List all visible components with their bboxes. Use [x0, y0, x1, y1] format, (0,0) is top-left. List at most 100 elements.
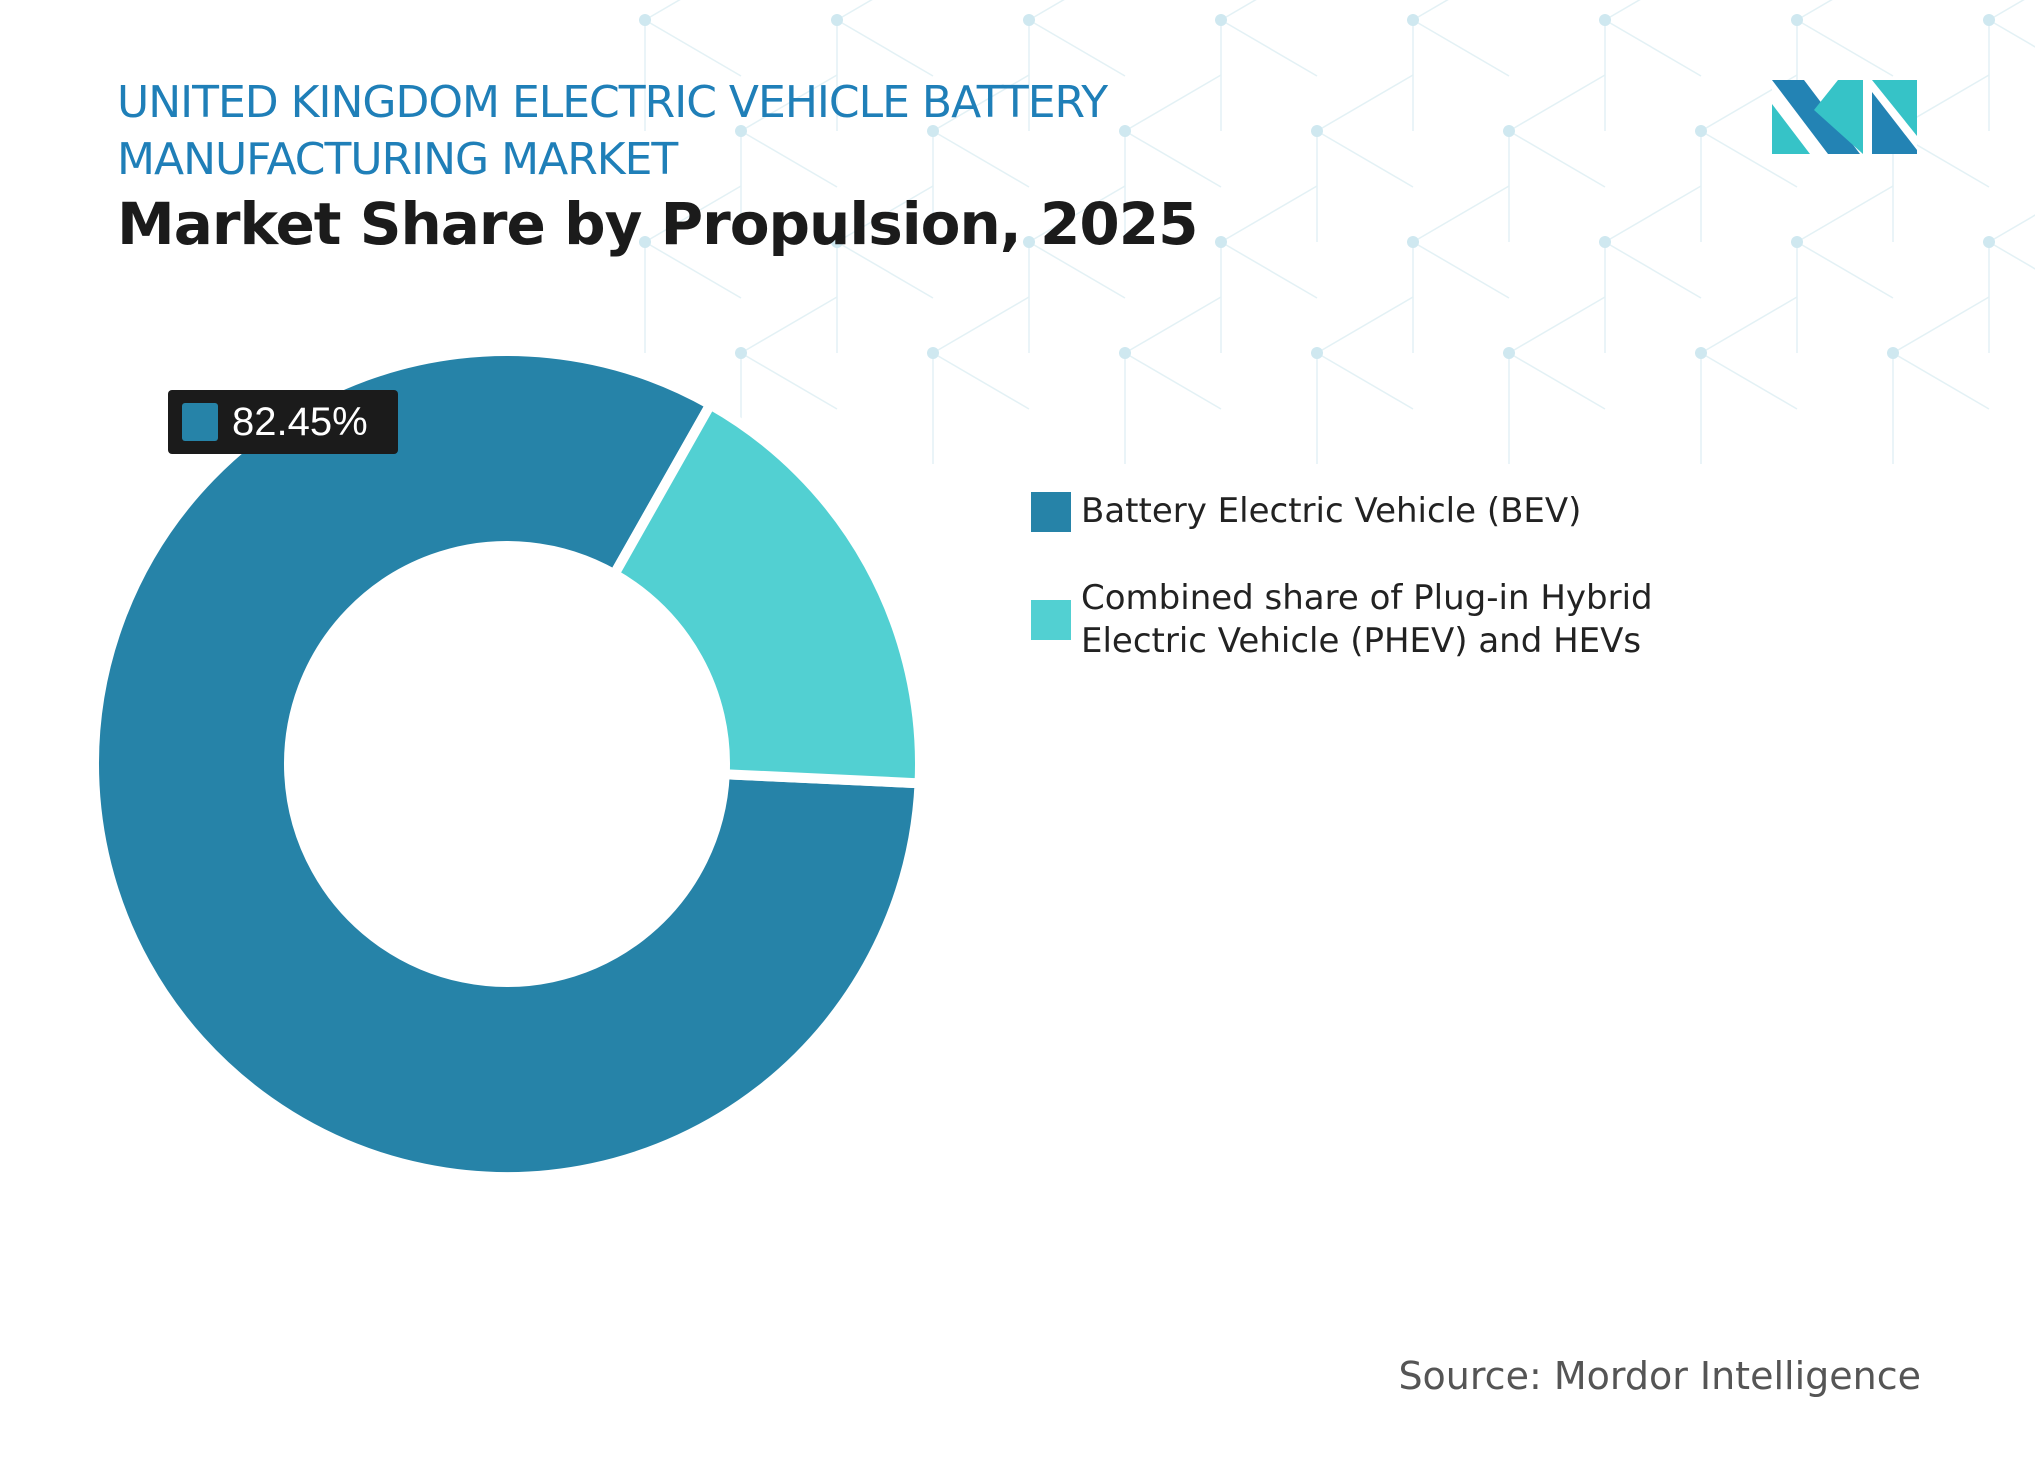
- pattern-line: [1796, 241, 1894, 299]
- pattern-dot: [1023, 236, 1035, 248]
- pattern-dot: [1311, 347, 1323, 359]
- report-title: UNITED KINGDOM ELECTRIC VEHICLE BATTERY …: [117, 77, 1108, 185]
- pattern-dot: [927, 347, 939, 359]
- pattern-line: [1412, 0, 1449, 21]
- pattern-dot: [1503, 125, 1515, 137]
- pattern-line: [1796, 0, 1833, 21]
- pattern-dot: [735, 125, 747, 137]
- pattern-dot: [1215, 14, 1227, 26]
- pattern-line: [1796, 19, 1894, 77]
- pattern-line: [1508, 74, 1606, 132]
- pattern-line: [1508, 130, 1606, 188]
- data-label-value: 82.45%: [232, 399, 368, 444]
- pattern-line: [1988, 214, 2035, 243]
- pattern-line: [1412, 19, 1510, 77]
- pattern-line: [1028, 241, 1126, 299]
- legend: Battery Electric Vehicle (BEV) Combined …: [1031, 490, 1711, 707]
- pattern-dot: [1983, 236, 1995, 248]
- pattern-dot: [735, 347, 747, 359]
- pattern-dot: [1407, 14, 1419, 26]
- pattern-line: [1604, 19, 1702, 77]
- pattern-line: [740, 74, 838, 132]
- pattern-line: [1220, 241, 1318, 299]
- pattern-line: [932, 74, 1030, 132]
- pattern-dot: [1599, 236, 1611, 248]
- pattern-dot: [1983, 14, 1995, 26]
- pattern-dot: [1695, 347, 1707, 359]
- pattern-line: [644, 241, 742, 299]
- pattern-dot: [831, 236, 843, 248]
- data-label-bev: 82.45%: [168, 390, 398, 454]
- pattern-line: [1028, 0, 1065, 21]
- donut-slice-bev[interactable]: [89, 346, 925, 1182]
- legend-label: Battery Electric Vehicle (BEV): [1081, 491, 1582, 531]
- pattern-line: [644, 19, 742, 77]
- pattern-line: [836, 0, 873, 21]
- legend-label: Combined share of Plug-in Hybrid Electri…: [1081, 578, 1653, 661]
- pattern-line: [836, 185, 934, 243]
- legend-item-bev[interactable]: Battery Electric Vehicle (BEV): [1031, 490, 1711, 533]
- pattern-line: [1316, 296, 1414, 354]
- pattern-line: [1700, 130, 1798, 188]
- pattern-line: [1604, 0, 1641, 21]
- pattern-line: [1220, 185, 1318, 243]
- pattern-dot: [1215, 236, 1227, 248]
- chart-subtitle: Market Share by Propulsion, 2025: [117, 190, 1198, 258]
- pattern-line: [1892, 296, 1990, 354]
- pattern-dot: [927, 125, 939, 137]
- pattern-dot: [1023, 14, 1035, 26]
- pattern-dot: [1791, 14, 1803, 26]
- pattern-dot: [1791, 236, 1803, 248]
- pattern-dot: [1311, 125, 1323, 137]
- pattern-line: [1700, 352, 1798, 410]
- pattern-line: [836, 241, 934, 299]
- pattern-line: [740, 296, 838, 354]
- pattern-dot: [639, 14, 651, 26]
- pattern-dot: [1119, 125, 1131, 137]
- pattern-line: [1988, 0, 2025, 21]
- pattern-dot: [1503, 347, 1515, 359]
- pattern-dot: [1119, 347, 1131, 359]
- pattern-line: [1988, 241, 2035, 270]
- pattern-line: [1412, 241, 1510, 299]
- pattern-line: [1604, 241, 1702, 299]
- mordor-logo-icon: [1772, 80, 1917, 154]
- pattern-line: [740, 352, 838, 410]
- pattern-line: [932, 352, 1030, 410]
- pattern-dot: [1887, 347, 1899, 359]
- pattern-line: [1988, 19, 2035, 48]
- legend-item-phev-hev[interactable]: Combined share of Plug-in Hybrid Electri…: [1031, 577, 1711, 663]
- donut-slice-phev-hev[interactable]: [607, 397, 925, 789]
- pattern-line: [1220, 19, 1318, 77]
- pattern-line: [1124, 296, 1222, 354]
- pattern-line: [644, 0, 681, 21]
- data-label-swatch: [182, 403, 218, 441]
- pattern-line: [1892, 352, 1990, 410]
- pattern-line: [644, 185, 742, 243]
- pattern-line: [1508, 352, 1606, 410]
- pattern-line: [740, 130, 838, 188]
- source-text: Source: Mordor Intelligence: [1398, 1354, 1921, 1398]
- pattern-line: [836, 19, 934, 77]
- legend-swatch: [1031, 491, 1071, 532]
- pattern-line: [1316, 130, 1414, 188]
- pattern-dot: [1599, 14, 1611, 26]
- pattern-line: [1124, 74, 1222, 132]
- pattern-line: [1796, 185, 1894, 243]
- pattern-dot: [831, 14, 843, 26]
- pattern-line: [1604, 185, 1702, 243]
- pattern-line: [1028, 185, 1126, 243]
- pattern-line: [932, 296, 1030, 354]
- pattern-line: [932, 130, 1030, 188]
- pattern-line: [1124, 130, 1222, 188]
- pattern-line: [1124, 352, 1222, 410]
- pattern-line: [1316, 352, 1414, 410]
- pattern-line: [1508, 296, 1606, 354]
- legend-swatch: [1031, 600, 1071, 640]
- pattern-line: [1412, 185, 1510, 243]
- pattern-dot: [1407, 236, 1419, 248]
- pattern-line: [1700, 296, 1798, 354]
- pattern-line: [1028, 19, 1126, 77]
- pattern-dot: [1695, 125, 1707, 137]
